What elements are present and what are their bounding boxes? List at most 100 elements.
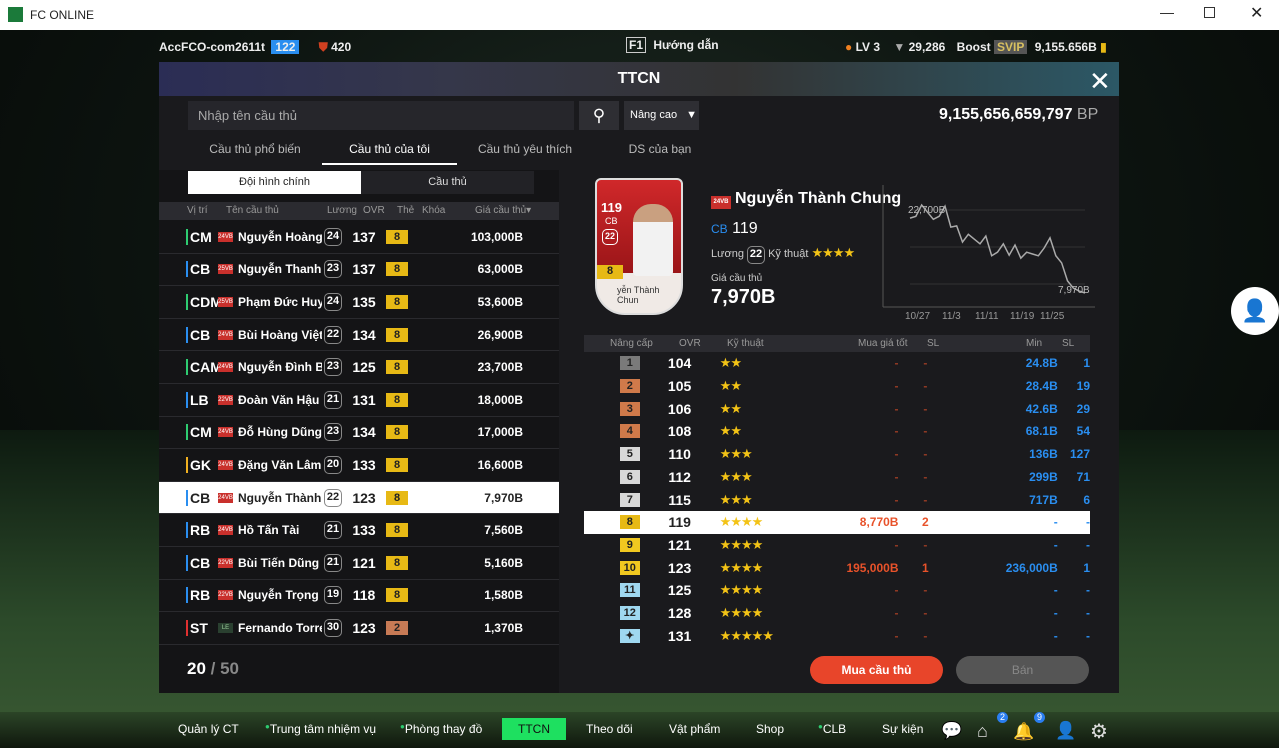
trophy-count: 420 [331, 40, 352, 54]
upgrade-row[interactable]: 4 108 ★★ - - 68.1B 54 [584, 420, 1090, 443]
home-icon[interactable]: ⌂ [977, 721, 988, 741]
player-row[interactable]: CAM 24VB Nguyễn Đình Bắc 23 125 8 23,700… [159, 351, 559, 384]
skill-stars: ★★ [719, 400, 742, 416]
player-price: 63,000B [477, 262, 523, 277]
skill-stars: ★★★ [719, 468, 753, 484]
upgrade-ovr: 131 [667, 627, 692, 644]
col-price[interactable]: Giá cầu thủ▾ [475, 205, 532, 216]
player-row[interactable]: CB 24VB Nguyễn Thành Chung 22 123 8 7,97… [159, 481, 559, 515]
upgrade-level: 8 [620, 515, 640, 530]
tab-your-list[interactable]: DS của bạn [628, 142, 692, 156]
minimize-button[interactable]: — [1160, 4, 1174, 20]
player-salary: 19 [324, 586, 342, 605]
upgrade-row[interactable]: 2 105 ★★ - - 28.4B 19 [584, 375, 1090, 398]
skill-stars: ★★ [719, 423, 742, 439]
player-row[interactable]: RB 24VB Hồ Tấn Tài 21 133 8 7,560B [159, 514, 559, 547]
player-row[interactable]: LB 22VB Đoàn Văn Hậu 21 131 8 18,000B [159, 384, 559, 417]
nav-item[interactable]: Vật phẩm [669, 722, 720, 736]
card-level: 8 [597, 265, 623, 279]
sell-button[interactable]: Bán [956, 656, 1089, 684]
player-position: RB [186, 587, 210, 604]
upgrade-row[interactable]: ✦ 131 ★★★★★ - - - - [584, 624, 1090, 647]
user-level: LV 3 [855, 40, 881, 54]
advanced-filter-dropdown[interactable]: Nâng cao ▼ [624, 101, 699, 130]
tab-popular[interactable]: Cầu thủ phổ biến [209, 142, 301, 156]
player-position: CAM [186, 359, 222, 376]
player-salary: 24 [324, 292, 342, 311]
nav-item[interactable]: Theo dõi [586, 722, 633, 736]
upgrade-row[interactable]: 3 106 ★★ - - 42.6B 29 [584, 397, 1090, 420]
bp-total: 9,155,656,659,797 BP [939, 106, 1098, 124]
min-qty: 127 [1069, 447, 1091, 462]
card-ovr: 119 [601, 200, 622, 215]
chat-icon[interactable]: 💬 [941, 721, 963, 740]
col-card[interactable]: Thẻ [397, 205, 415, 216]
col-min: Min [1026, 338, 1043, 349]
nav-item[interactable]: ●Phòng thay đồ [400, 722, 482, 736]
col-ovr[interactable]: OVR [363, 205, 385, 216]
search-button[interactable]: ⚲ [579, 101, 619, 130]
player-name: Hồ Tấn Tài [238, 523, 300, 538]
player-row[interactable]: GK 24VB Đặng Văn Lâm 20 133 8 16,600B [159, 449, 559, 482]
chat-support-button[interactable]: 👤 [1231, 287, 1279, 335]
upgrade-row[interactable]: 9 121 ★★★★ - - - - [584, 534, 1090, 557]
help-button[interactable]: F1 Hướng dẫn [626, 37, 719, 53]
player-ovr: 134 [352, 326, 376, 343]
player-price: 18,000B [477, 392, 523, 407]
last-price-label: 7,970B [1058, 285, 1090, 296]
player-row[interactable]: CDM 25VB Phạm Đức Huy 24 135 8 53,600B [159, 286, 559, 319]
upgrade-row[interactable]: 11 125 ★★★★ - - - - [584, 579, 1090, 602]
best-buy-qty: 2 [922, 515, 929, 530]
player-row[interactable]: RB 22VB Nguyễn Trọng Hoàng 19 118 8 1,58… [159, 580, 559, 613]
col-salary[interactable]: Lương [327, 205, 357, 216]
skill-stars: ★★ [719, 378, 742, 394]
player-row[interactable]: CB 25VB Nguyễn Thanh Bình 23 137 8 63,00… [159, 254, 559, 287]
modal-header: TTCN [159, 62, 1119, 96]
upgrade-row[interactable]: 8 119 ★★★★ 8,770B 2 - - [584, 510, 1090, 534]
upgrade-ovr: 108 [667, 423, 692, 440]
nav-item[interactable]: ●Trung tâm nhiệm vụ [265, 722, 376, 736]
player-row[interactable]: CB 24VB Bùi Hoàng Việt Anh 22 134 8 26,9… [159, 319, 559, 352]
upgrade-row[interactable]: 7 115 ★★★ - - 717B 6 [584, 488, 1090, 511]
min-qty: 54 [1076, 424, 1091, 439]
player-row[interactable]: CM 24VB Nguyễn Hoàng Đức 24 137 8 103,00… [159, 221, 559, 254]
nav-item[interactable]: Sự kiện [882, 722, 923, 736]
season-badge: 24VB [218, 362, 233, 373]
tab-favorites[interactable]: Cầu thủ yêu thích [477, 142, 573, 156]
nav-item[interactable]: TTCN [502, 718, 566, 740]
upgrade-row[interactable]: 5 110 ★★★ - - 136B 127 [584, 443, 1090, 466]
bell-icon[interactable]: 🔔 [1013, 722, 1035, 741]
buy-player-button[interactable]: Mua cầu thủ [810, 656, 943, 684]
best-buy-price: - [894, 469, 899, 484]
upgrade-row[interactable]: 1 104 ★★ - - 24.8B 1 [584, 352, 1090, 375]
player-row[interactable]: CM 24VB Đỗ Hùng Dũng 23 134 8 17,000B [159, 417, 559, 450]
settings-gear-icon[interactable]: ⚙ [1090, 721, 1108, 743]
upgrade-row[interactable]: 12 128 ★★★★ - - - - [584, 602, 1090, 625]
subtab-players[interactable]: Cầu thủ [361, 171, 534, 194]
col-position[interactable]: Vị trí [187, 205, 208, 216]
player-row[interactable]: CB 22VB Bùi Tiến Dũng 21 121 8 5,160B [159, 547, 559, 580]
close-window-button[interactable]: ✕ [1250, 5, 1264, 22]
best-buy-qty: - [923, 356, 928, 371]
upgrade-row[interactable]: 6 112 ★★★ - - 299B 71 [584, 466, 1090, 489]
coin-icon: ▼ [893, 40, 906, 54]
nav-item[interactable]: ●CLB [818, 722, 846, 736]
subtab-main-squad[interactable]: Đội hình chính [188, 171, 361, 194]
card-level: 8 [386, 294, 408, 309]
maximize-button[interactable] [1204, 7, 1215, 18]
player-search-input[interactable]: Nhập tên cầu thủ [188, 101, 574, 130]
nav-item[interactable]: Shop [756, 722, 784, 736]
season-badge: 24VB [218, 492, 233, 503]
tab-my-players[interactable]: Cầu thủ của tôi [322, 142, 457, 165]
col-lock[interactable]: Khóa [422, 205, 446, 216]
currency-bar: ● LV 3 ▼ 29,286 Boost SVIP 9,155.656B ▮ [845, 40, 1107, 54]
nav-item[interactable]: Quản lý CT [178, 722, 239, 736]
card-level: 8 [386, 555, 408, 570]
upgrade-row[interactable]: 10 123 ★★★★ 195,000B 1 236,000B 1 [584, 556, 1090, 579]
player-row[interactable]: ST LE Fernando Torres 30 123 2 1,370B [159, 612, 559, 645]
close-icon[interactable]: ✕ [1089, 66, 1111, 96]
profile-icon[interactable]: 👤 [1055, 721, 1077, 740]
col-name[interactable]: Tên cầu thủ [226, 205, 279, 216]
player-salary: 21 [324, 521, 342, 540]
notification-dot: ● [400, 722, 405, 731]
